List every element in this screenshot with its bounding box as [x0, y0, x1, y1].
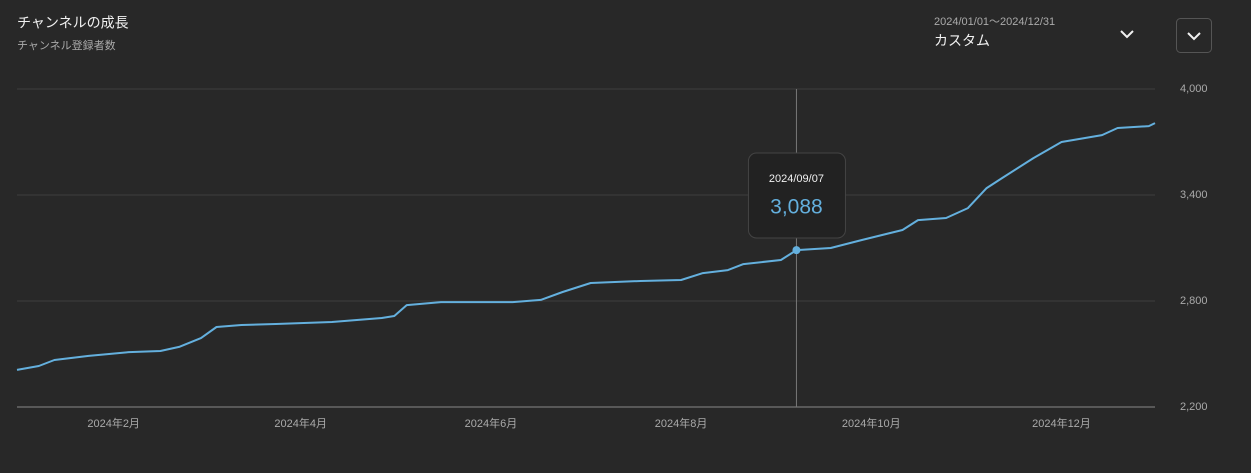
chart-title: チャンネルの成長 [17, 15, 129, 31]
hover-point [792, 246, 801, 255]
x-tick-label: 2024年12月 [1032, 416, 1091, 430]
y-tick-label: 4,000 [1180, 83, 1208, 95]
expand-icon[interactable] [1187, 32, 1201, 41]
y-tick-label: 3,400 [1180, 189, 1208, 201]
y-tick-label: 2,200 [1180, 401, 1208, 413]
tooltip-box [747, 152, 846, 239]
x-tick-label: 2024年8月 [655, 416, 708, 430]
tooltip-value: 3,088 [770, 196, 823, 219]
x-tick-label: 2024年2月 [87, 416, 140, 430]
period-select[interactable]: カスタム [934, 33, 990, 49]
x-tick-label: 2024年4月 [274, 416, 327, 430]
period-dropdown-icon[interactable] [1120, 30, 1134, 39]
y-tick-label: 2,800 [1180, 295, 1208, 307]
x-tick-label: 2024年10月 [842, 416, 901, 430]
expand-button[interactable] [1176, 18, 1212, 53]
tooltip-date: 2024/09/07 [769, 173, 824, 185]
chart-subtitle: チャンネル登録者数 [17, 38, 116, 52]
data-line [16, 122, 1156, 371]
date-range[interactable]: 2024/01/01～2024/12/31 [934, 16, 1055, 28]
x-tick-label: 2024年6月 [465, 416, 518, 430]
